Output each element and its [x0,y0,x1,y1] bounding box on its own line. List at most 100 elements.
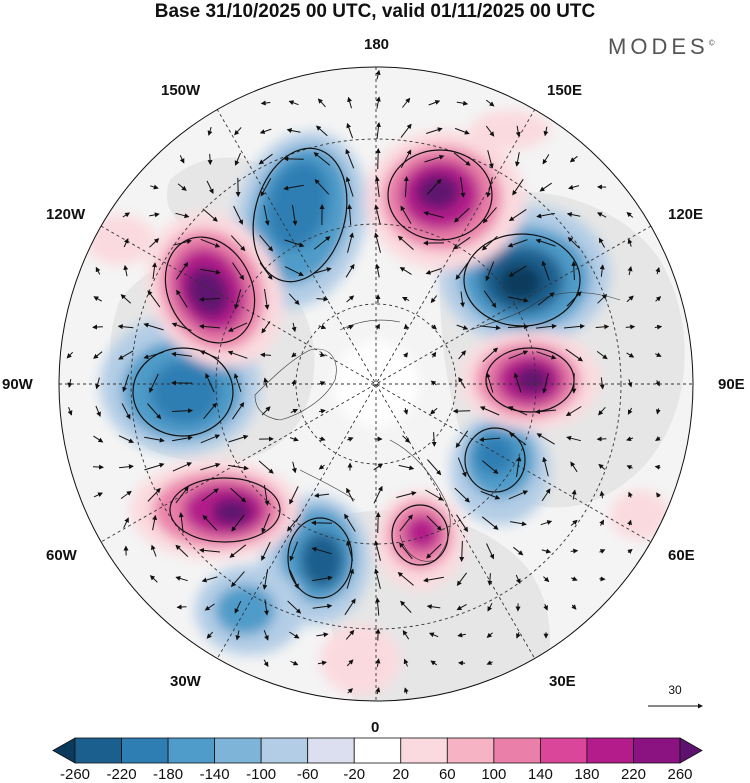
lon-label-0: 0 [371,719,380,736]
wind-vector-arrow [319,436,326,441]
wind-vector-arrow [95,266,101,275]
wind-vector-arrow [150,184,159,190]
wind-vector-arrow [344,513,356,532]
wind-vector-arrow [258,153,273,165]
wind-vector-arrow [206,631,214,639]
wind-vector-arrow [596,350,608,360]
wind-vector-arrow [485,372,494,393]
wind-vector-arrow [207,153,213,166]
wind-vector-arrow [456,514,469,533]
colorbar-tick-label: 260 [667,766,693,783]
wind-vector-arrow [263,630,269,641]
colorbar-tick-label: 140 [527,766,553,783]
wind-vector-arrow [456,324,469,330]
wind-vector-arrow [539,182,552,192]
map-disk [59,67,693,701]
wind-vector-arrow [311,520,333,526]
wind-vector-arrow [316,296,329,302]
wind-vector-arrow [628,491,633,498]
wind-vector-arrow [536,351,557,360]
colorbar-box [167,737,216,764]
wind-vector-arrow [426,604,441,610]
map-border [58,66,694,702]
wind-vector-arrow [481,460,499,475]
wind-vector-arrow [536,433,555,445]
colorbar-box [400,737,448,764]
wind-vector-arrow [199,350,220,360]
wind-vector-arrow [400,600,412,613]
wind-vector-arrow [397,235,414,250]
wind-vector-arrow [319,381,326,386]
positive-lobe [147,212,283,368]
wind-vector-arrow [626,436,634,442]
wind-vector-arrow [598,237,606,248]
wind-vector-arrow [262,569,269,590]
wind-vector-arrow [396,491,417,498]
wind-vector-arrow [597,212,607,218]
colorbar-box [353,737,402,764]
wind-vector-arrow [430,660,438,666]
wind-vector-arrow [374,540,381,561]
wind-vector-arrow [291,461,297,474]
wind-vector-arrow [423,211,444,218]
wind-vector-arrow [346,295,355,303]
wind-vector-arrow [515,574,521,585]
wind-vector-arrow [149,212,160,218]
lon-label-150w: 150W [161,82,201,99]
wind-vector-arrow [655,380,660,387]
wind-vector-arrow [312,575,333,582]
wind-vector-arrow [175,486,189,504]
colorbar-tick-label: 180 [574,766,600,783]
wind-vector-arrow [288,100,299,106]
wind-vector-arrow [283,156,304,162]
wind-vector-arrow [172,462,193,472]
wind-vector-arrow [403,323,409,330]
wind-vector-arrow [625,324,636,330]
wind-vector-arrow [203,402,218,420]
wind-vector-arrow [535,238,556,247]
wind-vector-arrow [122,212,131,218]
wind-vector-arrow [426,515,442,531]
wind-vector-arrow [627,266,633,276]
wind-vector-arrow [204,603,215,611]
wind-vector-arrow [93,296,103,302]
wind-vector-arrow [627,379,633,388]
wind-vector-arrow [199,323,221,329]
wind-vector-arrow [597,294,608,304]
wind-vector-arrow [291,352,297,358]
wind-vector-arrow [566,212,581,218]
colorbar-tick-label: 60 [438,766,456,783]
wind-vector-arrow [234,600,242,614]
wind-vector-arrow [176,604,187,610]
wind-vector-arrow [346,568,355,589]
wind-vector-arrow [311,546,332,555]
wind-vector-arrow [283,184,304,191]
colorbar-extend-high [679,737,703,764]
wind-vector-arrow [263,599,269,616]
wind-vector-arrow [345,263,355,278]
wind-vector-arrow [542,154,550,165]
wind-vector-arrow [291,379,297,386]
wind-vector-arrow [374,568,381,589]
wind-vector-arrow [424,154,445,163]
wind-vector-arrow [175,576,188,582]
wind-vector-arrow [508,265,527,277]
wind-vector-arrow [541,488,551,502]
wind-vector-arrow [347,96,352,109]
wind-vector-arrow [515,125,521,138]
wind-vector-arrow [289,569,299,590]
wind-vector-arrow [403,352,408,358]
wind-vector-arrow [201,576,218,583]
wind-vector-arrow [599,264,605,277]
wind-vector-arrow [486,660,493,665]
wind-vector-arrow [177,183,187,191]
wind-vector-arrow [284,239,305,248]
colorbar-box [260,737,309,764]
wind-vector-arrow [347,204,353,226]
wind-vector-arrow [480,490,501,500]
colorbar-tick-label: -220 [106,766,137,783]
wind-vector-arrow [376,122,381,140]
colorbar-box [633,737,681,764]
wind-vector-arrow [121,403,131,420]
wind-vector-arrow [92,324,103,330]
